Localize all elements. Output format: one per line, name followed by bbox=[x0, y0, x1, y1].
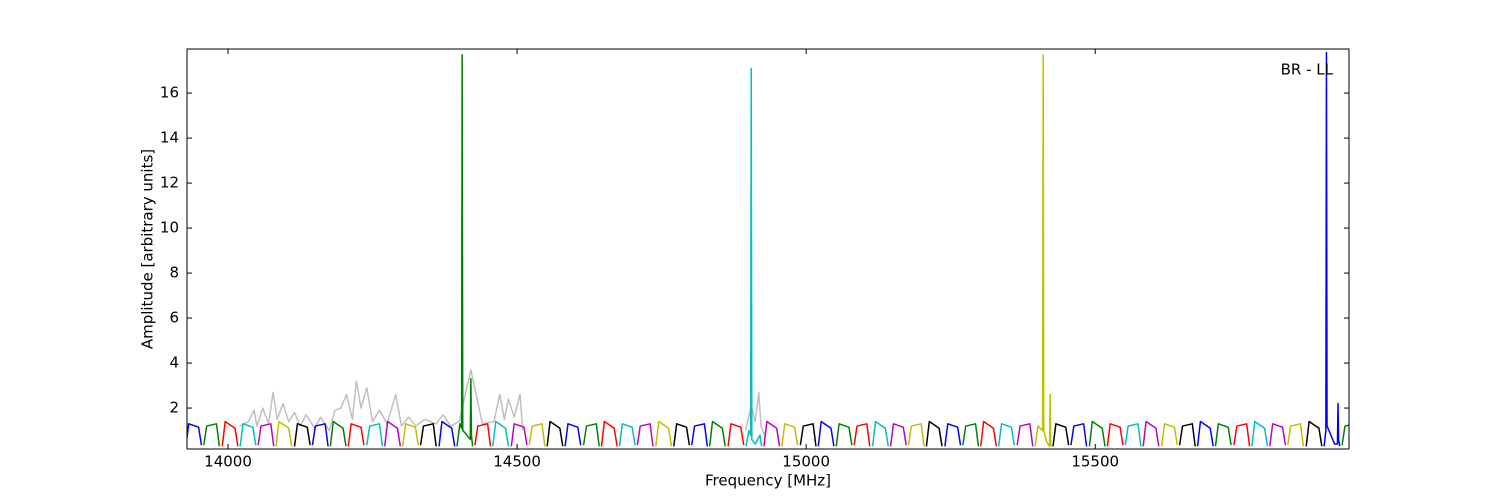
series-line bbox=[708, 420, 726, 447]
series-line bbox=[546, 420, 564, 447]
series-line bbox=[311, 423, 329, 447]
series-line bbox=[239, 423, 257, 447]
series-line bbox=[203, 423, 221, 447]
series-line bbox=[817, 420, 835, 447]
y-tick-label: 10 bbox=[160, 219, 179, 237]
series-line bbox=[781, 423, 799, 447]
series-line bbox=[745, 67, 763, 447]
series-line bbox=[636, 423, 654, 447]
series-line bbox=[1251, 420, 1269, 447]
y-tick-label: 8 bbox=[169, 264, 179, 282]
series-line bbox=[293, 423, 311, 447]
series-line bbox=[275, 420, 293, 447]
x-tick-label: 15500 bbox=[1071, 453, 1119, 471]
y-tick-label: 6 bbox=[169, 309, 179, 327]
series-line bbox=[997, 423, 1016, 447]
series-line bbox=[835, 423, 853, 447]
x-axis-label: Frequency [MHz] bbox=[705, 472, 831, 490]
series-line bbox=[1178, 423, 1196, 447]
series-line bbox=[1305, 420, 1323, 447]
series-line bbox=[1233, 423, 1251, 447]
series-line bbox=[600, 420, 618, 447]
series-line bbox=[366, 423, 384, 447]
series-line bbox=[1196, 420, 1214, 447]
series-line bbox=[221, 420, 239, 447]
series-line bbox=[763, 420, 781, 447]
series-line bbox=[1034, 54, 1052, 448]
series-line bbox=[347, 423, 365, 447]
series-line bbox=[510, 423, 528, 447]
series-group bbox=[187, 51, 1349, 448]
series-line bbox=[925, 420, 943, 447]
series-line bbox=[1070, 423, 1088, 447]
y-tick-label: 12 bbox=[160, 174, 179, 192]
series-line bbox=[474, 423, 492, 447]
series-line bbox=[456, 54, 474, 447]
series-line bbox=[383, 420, 402, 447]
x-tick-label: 14000 bbox=[204, 453, 252, 471]
series-line bbox=[1341, 424, 1349, 446]
series-line bbox=[257, 423, 275, 447]
y-axis-label: Amplitude [arbitrary units] bbox=[139, 149, 157, 349]
series-line bbox=[690, 423, 709, 447]
series-line bbox=[239, 369, 524, 432]
series-line bbox=[1323, 51, 1341, 447]
series-line bbox=[329, 420, 347, 447]
series-line bbox=[673, 423, 691, 447]
x-tick-label: 14500 bbox=[493, 453, 541, 471]
series-line bbox=[564, 423, 582, 447]
series-line bbox=[1106, 423, 1124, 447]
series-line bbox=[871, 420, 889, 447]
series-line bbox=[1214, 423, 1232, 447]
series-line bbox=[907, 423, 925, 447]
annotation: BR - LL bbox=[1281, 61, 1334, 79]
series-line bbox=[799, 423, 817, 447]
series-line bbox=[438, 420, 456, 447]
series-line bbox=[1052, 423, 1070, 447]
plot-area bbox=[187, 49, 1349, 449]
series-line bbox=[853, 423, 871, 447]
series-line bbox=[655, 420, 673, 447]
y-tick-label: 16 bbox=[160, 84, 179, 102]
series-line bbox=[618, 423, 636, 447]
series-line bbox=[492, 420, 510, 447]
series-line bbox=[979, 420, 998, 447]
series-line bbox=[419, 423, 437, 447]
series-line bbox=[1016, 423, 1034, 447]
series-line bbox=[1286, 423, 1305, 447]
series-line bbox=[889, 423, 907, 447]
y-tick-label: 14 bbox=[160, 129, 179, 147]
series-line bbox=[528, 423, 546, 447]
plot-frame bbox=[186, 48, 1350, 450]
series-line bbox=[582, 423, 600, 447]
series-line bbox=[962, 423, 980, 447]
y-tick-label: 2 bbox=[169, 399, 179, 417]
series-line bbox=[1269, 423, 1287, 447]
series-line bbox=[401, 423, 419, 447]
series-line bbox=[1124, 423, 1142, 447]
y-tick-label: 4 bbox=[169, 354, 179, 372]
series-line bbox=[944, 423, 962, 447]
series-line bbox=[727, 423, 745, 447]
series-line bbox=[1142, 420, 1160, 447]
x-tick-label: 15000 bbox=[782, 453, 830, 471]
series-line bbox=[1088, 420, 1106, 447]
series-line bbox=[1160, 423, 1179, 447]
